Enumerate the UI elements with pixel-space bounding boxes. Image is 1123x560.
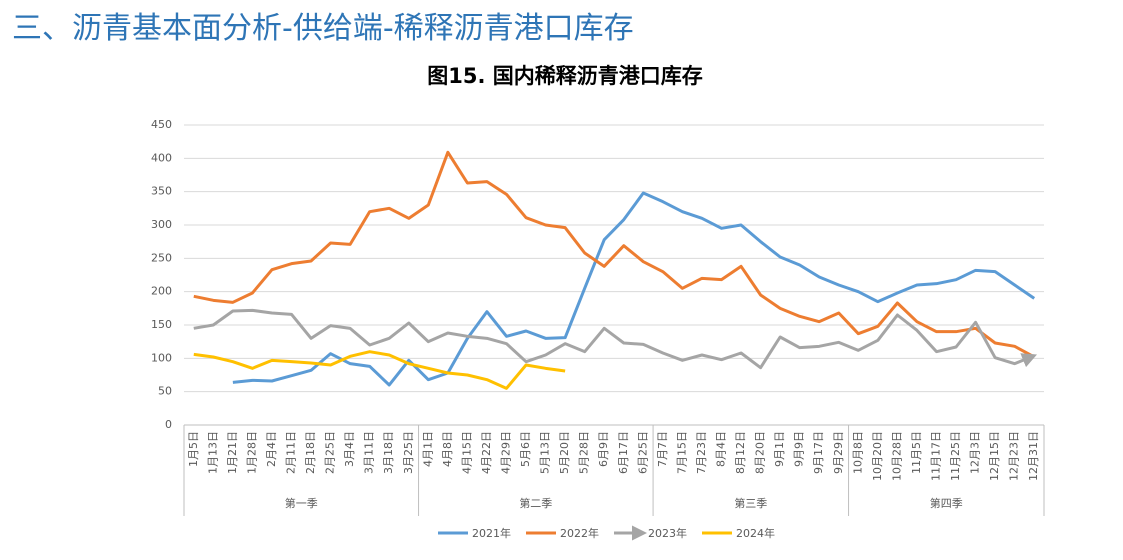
x-tick-label: 3月18日 [382, 431, 395, 474]
x-tick-label: 10月28日 [890, 431, 903, 481]
group-label: 第四季 [930, 496, 963, 510]
x-tick-label: 2月11日 [285, 431, 298, 474]
x-tick-label: 11月25日 [949, 431, 962, 481]
page-title: 三、沥青基本面分析-供给端-稀释沥青港口库存 [12, 11, 634, 46]
x-tick-label: 7月15日 [675, 431, 688, 474]
x-tick-label: 7月23日 [695, 431, 708, 474]
x-tick-label: 2月4日 [265, 431, 278, 467]
legend-label: 2021年 [472, 526, 511, 540]
x-tick-label: 3月25日 [402, 431, 415, 474]
chart-title: 图15. 国内稀释沥青港口库存 [427, 64, 703, 88]
x-tick-label: 9月1日 [773, 431, 786, 467]
x-tick-label: 8月20日 [754, 431, 767, 474]
y-tick-label: 0 [165, 418, 172, 431]
x-tick-label: 12月31日 [1027, 431, 1040, 481]
y-tick-label: 50 [158, 385, 172, 398]
group-label: 第三季 [734, 496, 767, 510]
y-tick-label: 150 [151, 318, 172, 331]
x-tick-label: 4月15日 [460, 431, 473, 474]
x-tick-label: 3月11日 [363, 431, 376, 474]
series-line [193, 308, 1038, 370]
legend-label: 2024年 [736, 526, 775, 540]
x-tick-label: 9月9日 [793, 431, 806, 467]
x-tick-label: 1月28日 [245, 431, 258, 474]
x-tick-label: 12月3日 [969, 431, 982, 474]
x-tick-label: 7月7日 [656, 431, 669, 467]
x-tick-label: 11月17日 [930, 431, 943, 481]
x-tick-label: 4月29日 [500, 431, 513, 474]
y-tick-label: 450 [151, 118, 172, 131]
y-tick-label: 100 [151, 351, 172, 364]
x-tick-label: 5月6日 [519, 431, 532, 467]
x-tick-label: 5月20日 [558, 431, 571, 474]
y-tick-label: 400 [151, 151, 172, 164]
group-label: 第二季 [519, 496, 552, 510]
x-tick-label: 2月18日 [304, 431, 317, 474]
group-label: 第一季 [285, 496, 318, 510]
x-tick-label: 9月17日 [812, 431, 825, 474]
x-tick-label: 12月15日 [988, 431, 1001, 481]
x-tick-label: 6月9日 [597, 431, 610, 467]
legend-label: 2023年 [648, 526, 687, 540]
x-tick-label: 1月13日 [206, 431, 219, 474]
x-tick-label: 10月8日 [851, 431, 864, 474]
series-line [193, 350, 566, 390]
x-tick-label: 6月25日 [636, 431, 649, 474]
y-tick-label: 250 [151, 251, 172, 264]
y-tick-label: 200 [151, 285, 172, 298]
x-tick-label: 4月8日 [441, 431, 454, 467]
x-tick-label: 3月4日 [343, 431, 356, 467]
x-tick-label: 12月23日 [1008, 431, 1021, 481]
x-tick-label: 5月28日 [578, 431, 591, 474]
x-tick-label: 5月13日 [539, 431, 552, 474]
x-tick-label: 11月5日 [910, 431, 923, 474]
x-tick-label: 8月4日 [715, 431, 728, 467]
x-tick-label: 1月21日 [226, 431, 239, 474]
y-tick-label: 350 [151, 185, 172, 198]
series-line [232, 191, 1036, 387]
x-tick-label: 4月1日 [421, 431, 434, 467]
x-tick-label: 1月5日 [187, 431, 200, 467]
x-tick-label: 8月12日 [734, 431, 747, 474]
x-tick-label: 10月20日 [871, 431, 884, 481]
y-tick-label: 300 [151, 218, 172, 231]
x-tick-label: 6月17日 [617, 431, 630, 474]
x-tick-label: 4月22日 [480, 431, 493, 474]
series-line [193, 150, 1035, 359]
x-tick-label: 2月25日 [324, 431, 337, 474]
legend-label: 2022年 [560, 526, 599, 540]
x-tick-label: 9月29日 [832, 431, 845, 474]
